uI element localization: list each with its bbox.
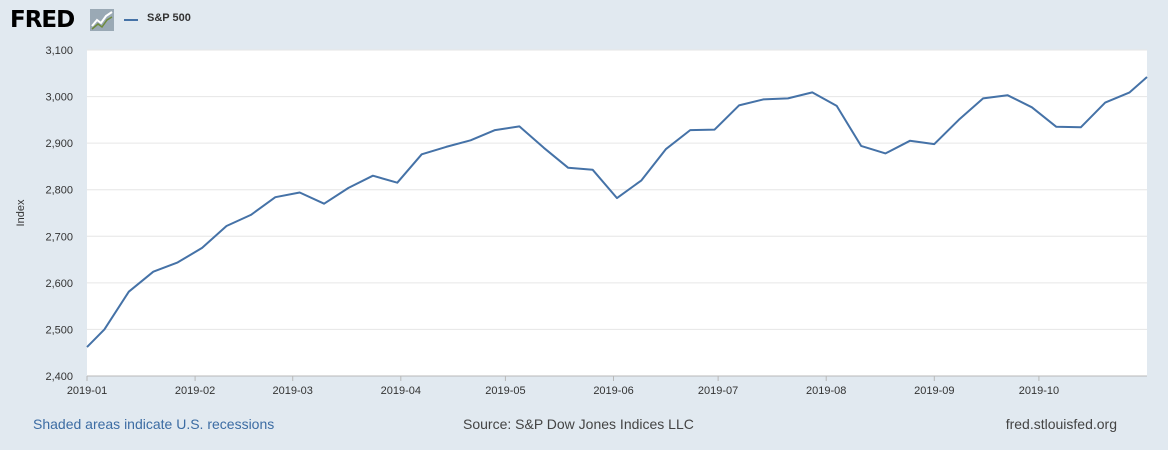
x-tick-label: 2019-05 (485, 385, 525, 397)
data-point (762, 98, 764, 100)
x-tick-label: 2019-07 (698, 385, 738, 397)
data-point (372, 175, 374, 177)
data-point (616, 197, 618, 199)
y-tick-label: 2,600 (45, 278, 73, 290)
data-point (494, 129, 496, 131)
data-point (152, 271, 154, 273)
data-point (714, 129, 716, 131)
x-tick-label: 2019-10 (1019, 385, 1059, 397)
data-point (128, 291, 130, 293)
data-point (299, 192, 301, 194)
y-tick-label: 2,800 (45, 185, 73, 197)
data-point (1129, 91, 1131, 93)
y-tick-label: 2,500 (45, 324, 73, 336)
x-tick-label: 2019-06 (593, 385, 633, 397)
y-tick-label: 2,900 (45, 138, 73, 150)
data-point (1007, 94, 1009, 96)
y-tick-label: 3,100 (45, 45, 73, 57)
gridlines (87, 49, 1147, 330)
data-point (103, 328, 105, 330)
data-point (738, 104, 740, 106)
data-point (201, 247, 203, 249)
data-point (518, 125, 520, 127)
legend-label: S&P 500 (147, 12, 191, 24)
data-point (689, 129, 691, 131)
header: FRED S&P 500 (10, 6, 410, 34)
data-point (567, 167, 569, 169)
data-point (592, 169, 594, 171)
fred-logo[interactable]: FRED (10, 7, 75, 33)
recession-note-link[interactable]: Shaded areas indicate U.S. recessions (33, 416, 275, 432)
data-point (884, 152, 886, 154)
data-point (836, 105, 838, 107)
line-chart: 2,400 2,500 2,600 2,700 2,800 2,900 3,000 3,100… (15, 45, 1148, 397)
fred-graph-icon (90, 9, 114, 31)
site-url: fred.stlouisfed.org (1005, 416, 1117, 432)
source-text: Source: S&P Dow Jones Indices LLC (463, 416, 694, 432)
data-point (909, 140, 911, 142)
x-tick-label: 2019-02 (175, 385, 215, 397)
data-point (470, 139, 472, 141)
data-point (1080, 126, 1082, 128)
y-tick-label: 2,700 (45, 231, 73, 243)
data-point (787, 97, 789, 99)
plot-background (87, 50, 1147, 376)
data-point (860, 145, 862, 147)
series-layer (86, 76, 1148, 348)
data-point (421, 153, 423, 155)
x-tick-label: 2019-09 (914, 385, 954, 397)
x-axis: 2019-01 2019-02 2019-03 2019-04 2019-05 2019-… (67, 375, 1147, 397)
data-point (250, 214, 252, 216)
data-point (1104, 102, 1106, 104)
data-point (445, 146, 447, 148)
data-point (933, 143, 935, 145)
data-point (640, 179, 642, 181)
data-point (323, 203, 325, 205)
data-point (396, 182, 398, 184)
data-point (274, 196, 276, 198)
series-line (86, 76, 1148, 348)
data-point (177, 261, 179, 263)
x-tick-label: 2019-08 (806, 385, 846, 397)
x-tick-label: 2019-01 (67, 385, 107, 397)
data-point (811, 91, 813, 93)
y-tick-label: 2,400 (45, 371, 73, 383)
y-tick-label: 3,000 (45, 92, 73, 104)
data-point (982, 97, 984, 99)
legend-swatch (124, 19, 138, 21)
data-point (958, 119, 960, 121)
data-point (225, 225, 227, 227)
y-axis-label: Index (15, 199, 27, 226)
y-axis: 2,400 2,500 2,600 2,700 2,800 2,900 3,000 3,100 (45, 45, 73, 383)
x-tick-label: 2019-03 (273, 385, 313, 397)
data-point (1055, 126, 1057, 128)
x-tick-label: 2019-04 (381, 385, 421, 397)
data-point (1146, 76, 1148, 78)
data-point (1031, 106, 1033, 108)
data-point (348, 187, 350, 189)
data-point (543, 147, 545, 149)
data-point (665, 148, 667, 150)
data-point (86, 346, 88, 348)
